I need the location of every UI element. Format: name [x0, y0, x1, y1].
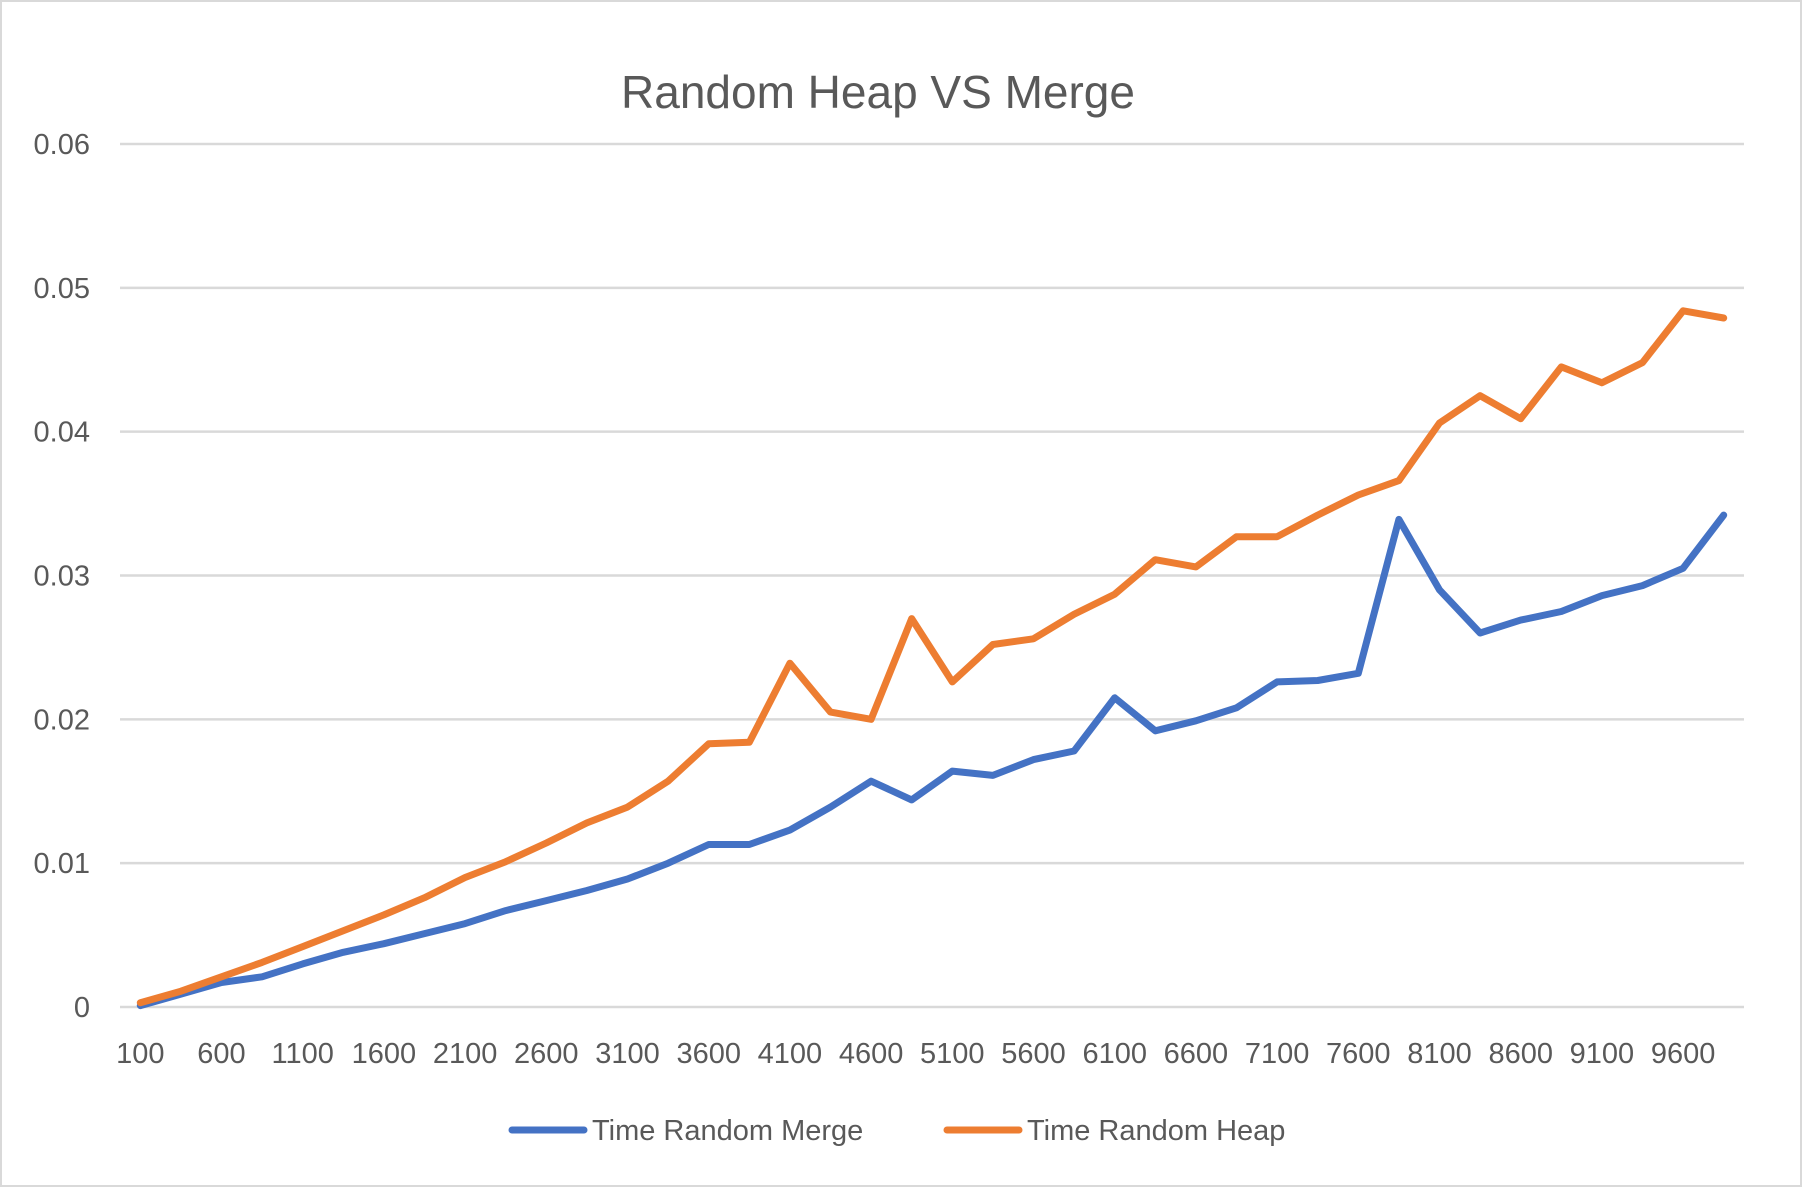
x-tick-label: 6600: [1164, 1038, 1229, 1070]
x-tick-label: 6100: [1082, 1038, 1147, 1070]
legend-item: Time Random Heap: [943, 1115, 1285, 1147]
x-tick-label: 8600: [1488, 1038, 1553, 1070]
x-tick-label: 5600: [1001, 1038, 1066, 1070]
x-tick-label: 4100: [758, 1038, 823, 1070]
x-tick-label: 5100: [920, 1038, 985, 1070]
x-tick-label: 3600: [676, 1038, 741, 1070]
y-axis-tick-labels: 0 0.01 0.02 0.03 0.04 0.05 0.06: [34, 129, 90, 1024]
gridlines: [120, 142, 1744, 1009]
y-tick-label: 0.03: [34, 561, 90, 593]
y-tick-label: 0.01: [34, 848, 90, 880]
x-tick-label: 4600: [839, 1038, 904, 1070]
x-tick-label: 2100: [433, 1038, 498, 1070]
chart-title: Random Heap VS Merge: [621, 66, 1135, 118]
y-tick-label: 0.04: [34, 417, 90, 449]
x-tick-label: 2600: [514, 1038, 579, 1070]
x-axis-tick-labels: 100 600 1100 1600 2100 2600 3100 3600 4100 4600 51…: [116, 1038, 1715, 1070]
legend-label: Time Random Merge: [592, 1115, 863, 1147]
x-tick-label: 1100: [272, 1038, 334, 1070]
legend: Time Random Merge Time Random Heap: [508, 1115, 1285, 1147]
x-tick-label: 8100: [1407, 1038, 1472, 1070]
series-line: [136, 511, 1728, 1010]
x-tick-label: 1600: [352, 1038, 417, 1070]
y-tick-label: 0: [74, 992, 90, 1024]
x-tick-label: 9100: [1570, 1038, 1635, 1070]
x-tick-label: 600: [197, 1038, 245, 1070]
series-time-random-merge: [136, 511, 1728, 1010]
x-tick-label: 7600: [1326, 1038, 1391, 1070]
y-tick-label: 0.06: [34, 129, 90, 161]
legend-label: Time Random Heap: [1027, 1115, 1285, 1147]
legend-item: Time Random Merge: [508, 1115, 863, 1147]
x-tick-label: 3100: [595, 1038, 660, 1070]
x-tick-label: 100: [116, 1038, 164, 1070]
series-lines: [136, 307, 1728, 1010]
x-tick-label: 7100: [1245, 1038, 1310, 1070]
series-line: [136, 307, 1728, 1007]
y-tick-label: 0.02: [34, 704, 90, 736]
x-tick-label: 9600: [1651, 1038, 1716, 1070]
y-tick-label: 0.05: [34, 273, 90, 305]
series-time-random-heap: [136, 307, 1728, 1007]
